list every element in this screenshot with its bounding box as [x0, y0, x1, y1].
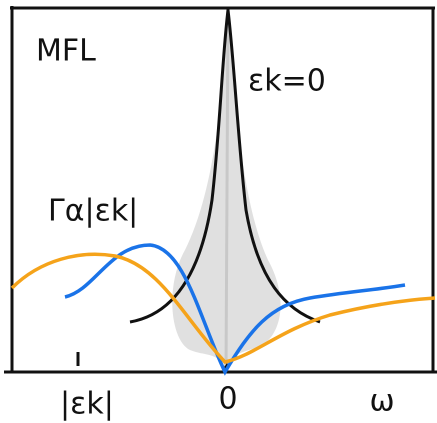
title-label: MFL [36, 34, 96, 69]
x-mark-label: |εk| [60, 387, 114, 422]
x-zero-label: 0 [218, 382, 237, 417]
x-axis-label: ω [369, 384, 394, 419]
peak-label: εk=0 [248, 64, 326, 99]
rate-label: Γα|εk| [48, 194, 138, 229]
diagram: MFL εk=0 Γα|εk| |εk| 0 ω [0, 0, 437, 423]
